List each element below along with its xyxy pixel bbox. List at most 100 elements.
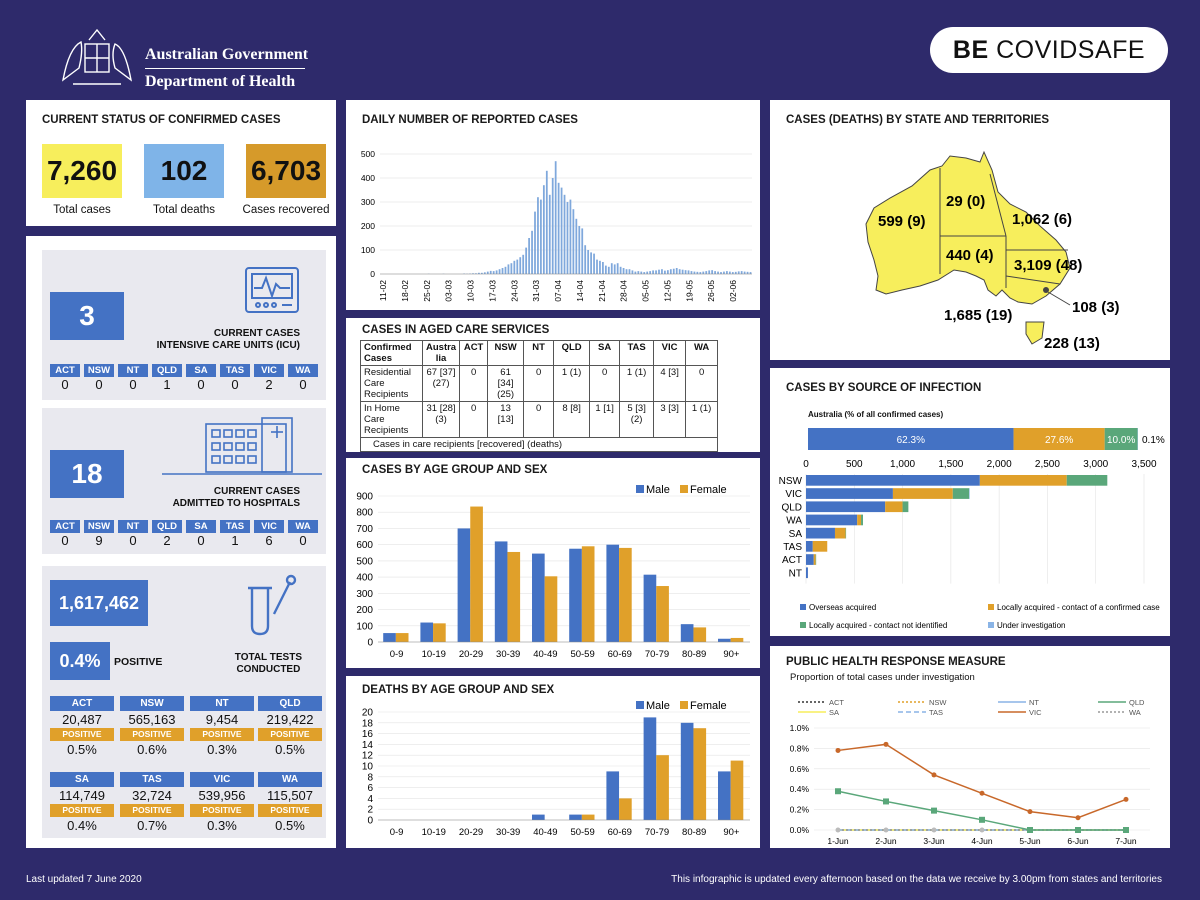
state-header: QLD [152, 520, 182, 533]
legend-swatch [800, 622, 806, 628]
state-header: NSW [84, 520, 114, 533]
bar [655, 270, 657, 274]
bar [540, 199, 542, 274]
test-pct: 0.6% [137, 742, 167, 757]
y-tick-label: WA [786, 516, 802, 527]
bar [578, 226, 581, 274]
x-tick-label: 50-59 [570, 827, 594, 838]
state-header: ACT [50, 364, 80, 377]
y-tick-label: 300 [361, 197, 375, 207]
point [835, 827, 841, 833]
hospital-state-value: 2 [163, 533, 171, 548]
test-count: 32,724 [132, 788, 172, 803]
map-panel: CASES (DEATHS) BY STATE AND TERRITORIES … [770, 100, 1170, 360]
act-leader-line [1047, 291, 1071, 306]
x-tick-label: 11-02 [378, 280, 388, 301]
bar [596, 259, 598, 274]
x-tick-label: 0-9 [390, 827, 404, 838]
y-tick-label: 6 [367, 783, 373, 794]
bar [643, 717, 657, 820]
share-label: 0.1% [1142, 435, 1165, 446]
aged-cell: 0 [459, 401, 489, 438]
point [979, 827, 985, 833]
y-tick-label: TAS [783, 542, 802, 553]
tests-value: 1,617,462 [50, 580, 148, 626]
bar [563, 194, 566, 274]
bar [489, 270, 492, 274]
aged-cell: 5 [3] (2) [619, 401, 655, 438]
bar [669, 269, 672, 274]
x-tick-label: 21-04 [597, 280, 607, 302]
bar [631, 270, 634, 274]
map-label-qld: 1,062 (6) [1012, 211, 1072, 228]
x-tick-label: 6-Jun [1067, 836, 1089, 846]
total-deaths-label: Total deaths [152, 204, 215, 216]
bar [666, 270, 669, 274]
state-header: NSW [84, 364, 114, 377]
bar [534, 211, 536, 274]
state-borders [939, 168, 1068, 288]
y-tick-label: SA [789, 529, 803, 540]
aged-cell: 0 [459, 365, 489, 402]
x-tick-label: 7-Jun [1115, 836, 1137, 846]
x-tick-label: 0-9 [390, 649, 404, 660]
aged-col-header: SA [589, 340, 621, 366]
test-tube-icon [248, 574, 297, 636]
x-tick-label: 31-03 [531, 280, 541, 302]
legend-label: NT [1029, 698, 1039, 707]
map-label-wa: 599 (9) [878, 213, 926, 230]
point [1027, 809, 1033, 815]
bar [726, 271, 728, 274]
hospital-state-value: 0 [299, 533, 307, 548]
aged-col-header: ACT [459, 340, 489, 366]
age-deaths-panel: DEATHS BY AGE GROUP AND SEX 0 2 4 6 8 10 12 14 1… [346, 676, 760, 848]
test-state: NT [190, 696, 254, 711]
phr-chart: ACT NSW NT QLD SA TAS VIC WA 0.0% 0.2% 0.4% 0.6% 0.8… [790, 698, 1150, 846]
total-cases-value: 7,260 [42, 144, 122, 198]
aged-title: CASES IN AGED CARE SERVICES [362, 324, 550, 336]
x-tick-label: 10-19 [422, 827, 446, 838]
bar [528, 238, 530, 274]
bar [720, 272, 722, 274]
source-subtitle: Australia (% of all confirmed cases) [808, 410, 944, 419]
share-segment [1104, 428, 1138, 450]
hospital-state-value: 9 [95, 533, 103, 548]
aged-col-header: TAS [619, 340, 655, 366]
bar [581, 814, 595, 820]
bar [495, 270, 498, 274]
aged-cell: 0 [523, 365, 555, 402]
test-cell-act: ACT 20,487 POSITIVE 0.5% [50, 696, 114, 759]
bar [557, 182, 560, 274]
aged-cell: 0 [523, 401, 555, 438]
bar [734, 271, 737, 274]
state-header: VIC [254, 364, 284, 377]
bar [625, 269, 628, 274]
bar [730, 637, 744, 642]
bar [637, 271, 640, 274]
state-header: SA [186, 364, 216, 377]
test-count: 20,487 [62, 712, 102, 727]
hospital-label: CURRENT CASES ADMITTED TO HOSPITALS [173, 486, 300, 510]
bar [483, 272, 486, 274]
bar [711, 270, 714, 274]
y-tick-label: 1.0% [790, 723, 810, 733]
point [931, 827, 937, 833]
x-tick-label: 500 [846, 459, 863, 470]
test-cell-sa: SA 114,749 POSITIVE 0.4% [50, 772, 114, 835]
bar [646, 271, 649, 274]
bar [680, 624, 694, 642]
legend-label: Locally acquired - contact of a confirme… [997, 603, 1160, 612]
y-tick-label: 0.8% [790, 743, 810, 753]
y-tick-label: QLD [781, 502, 802, 513]
legend-label: Female [690, 700, 727, 712]
test-count: 565,163 [128, 712, 176, 727]
table-row: In Home Care Recipients 31 [28] (3) 0 13… [360, 401, 719, 438]
map-label-tas: 228 (13) [1044, 335, 1100, 352]
point [883, 827, 889, 833]
bar [723, 271, 725, 274]
bar [634, 271, 637, 274]
bar [494, 541, 508, 642]
x-tick-label: 05-05 [641, 280, 651, 302]
y-tick-label: 10 [362, 762, 374, 773]
bar [652, 270, 654, 274]
